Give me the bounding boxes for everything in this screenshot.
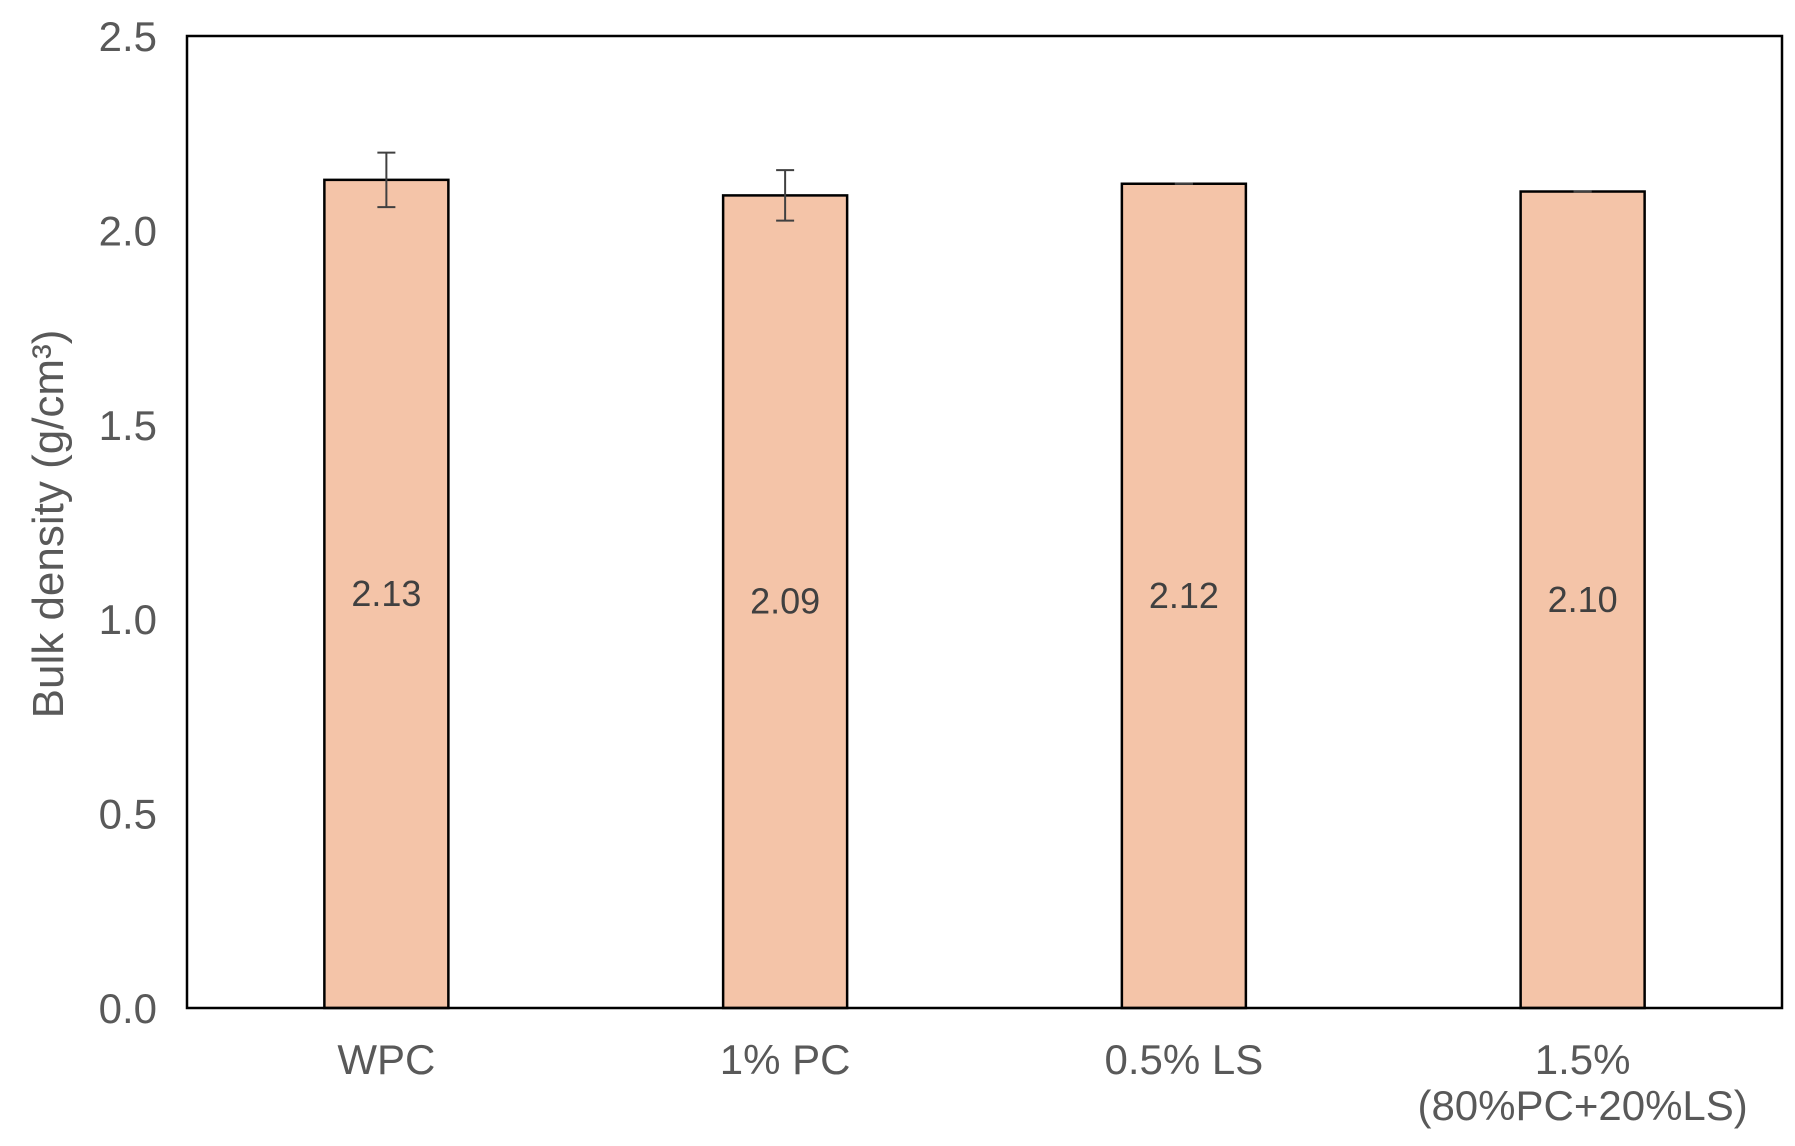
- error-bar-1: [776, 169, 795, 222]
- y-tick-label: 2.5: [99, 13, 157, 60]
- y-axis-title-group: Bulk density (g/cm³): [24, 330, 73, 719]
- x-category-label-2: 0.5% LS: [1104, 1036, 1263, 1083]
- data-label-3: 2.10: [1548, 579, 1618, 620]
- bar-3: [1519, 190, 1646, 1010]
- data-label-1: 2.09: [750, 581, 820, 622]
- data-label-0: 2.13: [351, 573, 421, 614]
- x-axis-category-labels: WPC 1% PC 0.5% LS 1.5%(80%PC+20%LS): [337, 1036, 1747, 1129]
- y-axis-ticks: 0.0 0.5 1.0 1.5 2.0 2.5: [99, 13, 157, 1032]
- y-tick-label: 1.5: [99, 402, 157, 449]
- x-category-label-0: WPC: [337, 1036, 435, 1083]
- y-tick-label: 2.0: [99, 207, 157, 254]
- data-label-2: 2.12: [1149, 575, 1219, 616]
- bar-0: [323, 178, 450, 1010]
- error-bars-group: [377, 151, 1592, 222]
- bars-group: [323, 178, 1646, 1010]
- y-tick-label: 0.0: [99, 985, 157, 1032]
- error-bar-0: [377, 151, 396, 209]
- plot-area-frame: [185, 34, 1784, 1010]
- x-category-label-3: 1.5%: [1535, 1036, 1631, 1083]
- bar-1: [721, 194, 849, 1010]
- y-axis-title: Bulk density (g/cm³): [24, 330, 73, 719]
- y-tick-label: 0.5: [99, 791, 157, 838]
- data-labels-group: 2.13 2.09 2.12 2.10: [351, 573, 1617, 622]
- x-category-label-3-line-1: (80%PC+20%LS): [1417, 1082, 1747, 1129]
- x-category-label-1: 1% PC: [720, 1036, 851, 1083]
- y-tick-label: 1.0: [99, 596, 157, 643]
